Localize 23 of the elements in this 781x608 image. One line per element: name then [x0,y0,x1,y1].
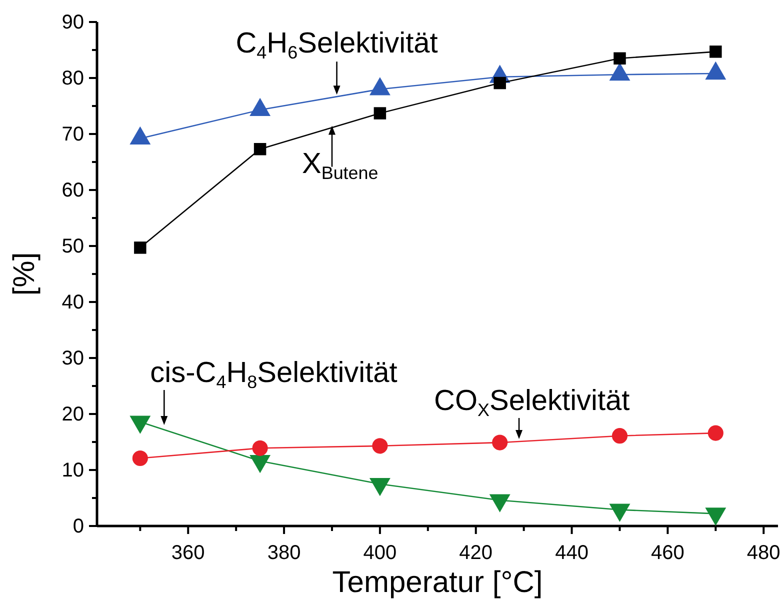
y-tick-label: 90 [62,11,84,34]
y-tick-label: 40 [62,291,84,314]
x-tick-label: 360 [171,542,205,564]
y-tick-label: 20 [62,403,84,426]
y-tick-label: 50 [62,235,84,258]
annotation: cis-C$_{4}$H$_{8}$Selektivität [150,357,398,392]
x-tick-label: 460 [651,542,684,564]
y-tick-label: 30 [62,347,84,370]
x-tick-label: 420 [459,542,493,564]
x-tick-label: 440 [555,542,588,564]
x-tick-label: 400 [363,542,397,564]
x-tick-label: 380 [267,542,301,564]
annotation: C$_{4}$H$_{6}$Selektivität [236,28,438,63]
x-tick-label: 480 [746,542,780,564]
y-tick-label: 70 [62,123,84,146]
y-tick-label: 10 [62,459,84,482]
y-axis-title: [%] [8,252,41,296]
y-tick-label: 0 [72,515,84,538]
x-axis-title: Temperatur [°C] [332,566,543,599]
y-tick-label: 60 [62,179,84,202]
y-tick-label: 80 [62,67,84,90]
annotation: X$_{Butene}$ [302,148,378,184]
annotation: CO$_{X}$Selektivität [434,385,630,420]
